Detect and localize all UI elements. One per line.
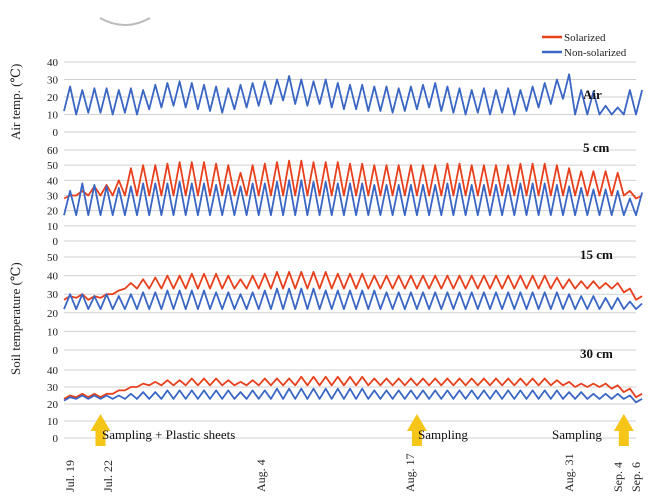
annotations: Sampling + Plastic sheets Sampling Sampl… <box>90 414 634 446</box>
y-tick-15cm-50: 50 <box>47 252 59 264</box>
date-label-aug31: Aug. 31 <box>562 453 576 492</box>
y-tick-15cm-10: 10 <box>47 326 59 338</box>
legend: Solarized Non-solarized <box>542 32 627 59</box>
y-tick-15cm-0: 0 <box>53 345 59 357</box>
air-y-axis-label: Air temp. (℃) <box>8 64 23 140</box>
series-5cm-non-solarized <box>63 179 643 217</box>
y-tick-air-20: 20 <box>47 92 59 104</box>
y-tick-15cm-30: 30 <box>47 289 59 301</box>
series-15cm-solarized <box>63 271 643 301</box>
y-tick-15cm-20: 20 <box>47 308 59 320</box>
arrow-shape-2 <box>406 414 427 446</box>
panel-label-30cm: 30 cm <box>580 346 613 361</box>
arrow-shape-3 <box>613 414 634 446</box>
series-15cm-non-solarized <box>63 287 643 310</box>
y-tick-15cm-40: 40 <box>47 271 59 283</box>
soil-y-axis-label: Soil temperature (℃) <box>8 262 23 375</box>
annotation-label-1: Sampling + Plastic sheets <box>102 427 235 442</box>
y-tick-5cm-30: 30 <box>47 191 59 203</box>
date-label-aug4: Aug. 4 <box>254 459 268 492</box>
y-tick-5cm-40: 40 <box>47 175 59 187</box>
y-tick-30cm-30: 30 <box>47 382 59 394</box>
series-air-non-solarized <box>63 73 643 116</box>
annotation-label-2: Sampling <box>418 427 468 442</box>
y-tick-air-0: 0 <box>53 127 59 139</box>
legend-label-solarized: Solarized <box>564 32 606 44</box>
series-5cm-solarized <box>63 159 643 200</box>
y-tick-30cm-20: 20 <box>47 399 59 411</box>
date-label-sep4: Sep. 4 <box>611 462 625 492</box>
annotation-arrow-3 <box>613 414 634 446</box>
date-axis: Jul. 19 Jul. 22 Aug. 4 Aug. 17 Aug. 31 S… <box>63 453 643 492</box>
panel-label-5cm: 5 cm <box>583 140 610 155</box>
y-tick-5cm-20: 20 <box>47 206 59 218</box>
date-label-jul19: Jul. 19 <box>63 460 77 492</box>
y-tick-5cm-60: 60 <box>47 145 59 157</box>
y-tick-30cm-40: 40 <box>47 365 59 377</box>
y-tick-30cm-10: 10 <box>47 416 59 428</box>
date-label-jul22: Jul. 22 <box>101 460 115 492</box>
y-tick-air-10: 10 <box>47 110 59 122</box>
y-tick-5cm-0: 0 <box>53 236 59 248</box>
annotation-arrow-2 <box>406 414 427 446</box>
panel-label-15cm: 15 cm <box>580 247 613 262</box>
panels: 0 10 20 30 40 0 10 20 30 40 50 60 0 10 20 30 40 50 0 10 20 30… <box>47 57 643 445</box>
y-tick-5cm-10: 10 <box>47 221 59 233</box>
panel-label-air: Air <box>583 87 602 102</box>
annotation-label-3: Sampling <box>552 427 602 442</box>
y-tick-5cm-50: 50 <box>47 160 59 172</box>
y-tick-air-30: 30 <box>47 75 59 87</box>
series-30cm-non-solarized <box>63 387 643 404</box>
date-label-sep6: Sep. 6 <box>629 462 643 492</box>
y-tick-30cm-0: 0 <box>53 433 59 445</box>
y-tick-air-40: 40 <box>47 57 59 69</box>
legend-label-non-solarized: Non-solarized <box>564 47 627 59</box>
arrow-shape-1 <box>90 414 111 446</box>
decorative-arc <box>99 17 151 26</box>
annotation-arrow-1 <box>90 414 111 446</box>
date-label-aug17: Aug. 17 <box>403 453 417 492</box>
series-30cm-solarized <box>63 375 643 400</box>
